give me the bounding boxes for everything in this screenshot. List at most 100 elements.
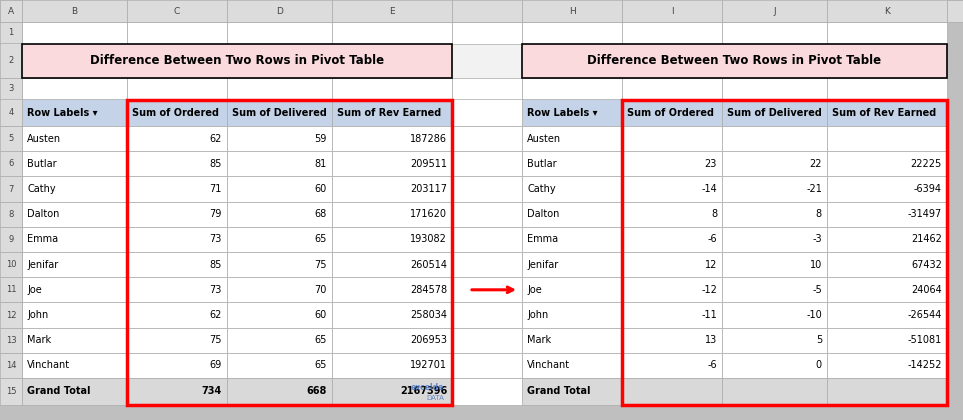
Bar <box>722 328 827 353</box>
Bar <box>622 100 947 404</box>
Bar <box>827 100 947 126</box>
Bar <box>227 252 332 277</box>
Bar <box>22 328 127 353</box>
Text: 1: 1 <box>9 28 13 37</box>
Bar <box>22 302 127 328</box>
Text: 65: 65 <box>315 234 327 244</box>
Text: -51081: -51081 <box>908 335 942 345</box>
Bar <box>127 176 227 202</box>
Bar <box>827 328 947 353</box>
Bar <box>332 151 452 176</box>
Bar <box>0 0 22 22</box>
Bar <box>227 328 332 353</box>
Bar <box>0 0 22 22</box>
Bar <box>522 151 622 176</box>
Text: 7: 7 <box>9 184 13 194</box>
Bar <box>332 302 452 328</box>
Text: Grand Total: Grand Total <box>527 386 590 396</box>
Bar <box>622 202 722 227</box>
Text: 5: 5 <box>9 134 13 143</box>
Bar <box>127 100 227 126</box>
Text: Cathy: Cathy <box>527 184 556 194</box>
Text: 79: 79 <box>210 209 222 219</box>
Bar <box>22 22 127 44</box>
Bar <box>332 176 452 202</box>
Bar <box>227 202 332 227</box>
Bar <box>332 78 452 100</box>
Bar <box>0 353 22 378</box>
Text: 171620: 171620 <box>410 209 447 219</box>
Bar <box>722 252 827 277</box>
Bar <box>22 44 452 78</box>
Text: 4: 4 <box>9 108 13 117</box>
Bar <box>452 176 522 202</box>
Bar <box>22 277 127 302</box>
Bar <box>22 78 127 100</box>
Bar <box>0 126 22 151</box>
Bar <box>522 353 622 378</box>
Bar <box>22 202 127 227</box>
Text: Dalton: Dalton <box>27 209 60 219</box>
Text: -6: -6 <box>708 360 717 370</box>
Bar <box>0 176 22 202</box>
Bar <box>622 78 722 100</box>
Bar <box>0 44 22 78</box>
Bar <box>827 0 947 22</box>
Bar <box>0 252 22 277</box>
Bar <box>127 227 227 252</box>
Bar <box>452 328 522 353</box>
Text: Grand Total: Grand Total <box>27 386 91 396</box>
Bar <box>827 151 947 176</box>
Bar <box>127 378 227 404</box>
Bar <box>332 277 452 302</box>
Text: 12: 12 <box>6 310 16 320</box>
Bar <box>227 378 332 404</box>
Text: 73: 73 <box>210 285 222 295</box>
Bar <box>622 302 722 328</box>
Text: Butlar: Butlar <box>27 159 57 169</box>
Bar <box>452 126 522 151</box>
Bar <box>0 302 22 328</box>
Text: 85: 85 <box>210 260 222 270</box>
Bar <box>622 277 722 302</box>
Text: -11: -11 <box>701 310 717 320</box>
Text: 14: 14 <box>6 361 16 370</box>
Bar <box>227 176 332 202</box>
Bar <box>452 277 522 302</box>
Text: Difference Between Two Rows in Pivot Table: Difference Between Two Rows in Pivot Tab… <box>90 54 384 67</box>
Text: 65: 65 <box>315 360 327 370</box>
Bar <box>0 151 22 176</box>
Bar <box>332 22 452 44</box>
Text: 3: 3 <box>9 84 13 93</box>
Text: -10: -10 <box>806 310 822 320</box>
Text: -6394: -6394 <box>914 184 942 194</box>
Bar <box>227 100 332 126</box>
Bar <box>827 227 947 252</box>
Bar <box>127 0 227 22</box>
Bar <box>827 202 947 227</box>
Bar <box>0 378 22 404</box>
Text: 60: 60 <box>315 184 327 194</box>
Bar <box>722 100 827 126</box>
Text: Dalton: Dalton <box>527 209 560 219</box>
Text: -5: -5 <box>812 285 822 295</box>
Text: -3: -3 <box>813 234 822 244</box>
Text: 187286: 187286 <box>410 134 447 144</box>
Text: -14252: -14252 <box>907 360 942 370</box>
Text: Mark: Mark <box>27 335 51 345</box>
Bar <box>722 277 827 302</box>
Bar <box>0 100 22 126</box>
Text: 2: 2 <box>9 56 13 65</box>
Bar <box>522 202 622 227</box>
Bar <box>127 151 227 176</box>
Bar <box>522 22 622 44</box>
Text: 0: 0 <box>816 360 822 370</box>
Bar <box>622 0 722 22</box>
Text: Austen: Austen <box>527 134 561 144</box>
Text: 81: 81 <box>315 159 327 169</box>
Bar <box>827 78 947 100</box>
Text: excelde: excelde <box>410 383 444 392</box>
Bar <box>332 227 452 252</box>
Text: B: B <box>71 6 78 16</box>
Text: 6: 6 <box>9 159 13 168</box>
